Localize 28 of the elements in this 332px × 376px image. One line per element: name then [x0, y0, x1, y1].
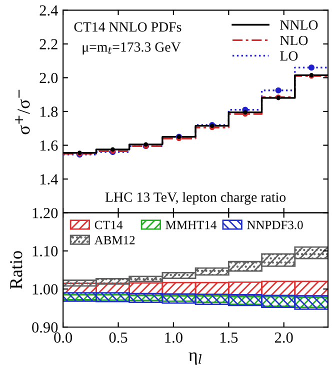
legend-label: CT14 — [94, 220, 123, 230]
annotation: LHC 13 TeV, lepton charge ratio — [105, 192, 286, 205]
annotation: CT14 NNLO PDFs — [74, 22, 182, 32]
legend-label: MMHT14 — [166, 220, 217, 230]
y-tick-label: 1.4 — [40, 174, 58, 185]
y-tick-label: 0.90 — [32, 322, 58, 333]
x-tick-label: 1.5 — [220, 332, 238, 343]
y-tick-label: 1.10 — [32, 246, 58, 256]
y-tick-label: 1.00 — [32, 284, 58, 295]
annotation: μ=m$_{t}$=173.3 GeV — [82, 42, 181, 55]
legend-label: NNLO — [280, 20, 318, 30]
legend-label: ABM12 — [94, 236, 135, 244]
y-tick-label: 2.4 — [40, 5, 58, 16]
legend-label: LO — [280, 51, 298, 61]
y-tick-label: 2.2 — [40, 39, 58, 50]
legend-label: NLO — [280, 36, 308, 46]
y-tick-label: 1.6 — [40, 140, 58, 151]
legend-label: NNPDF3.0 — [247, 220, 303, 230]
y-axis-title: Ratio — [10, 251, 22, 290]
x-axis-title: η$_{l}$ — [188, 352, 202, 365]
y-tick-label: 2.0 — [40, 72, 58, 84]
y-tick-label: 1.8 — [40, 106, 58, 117]
x-tick-label: 0.0 — [54, 332, 72, 343]
x-tick-label: 1.0 — [165, 332, 182, 343]
y-axis-title: σ$^{+}$/σ$^{−}$ — [15, 90, 30, 134]
x-tick-label: 0.5 — [109, 332, 128, 343]
x-tick-label: 2.0 — [274, 332, 293, 343]
y-tick-label: 1.20 — [32, 208, 58, 218]
